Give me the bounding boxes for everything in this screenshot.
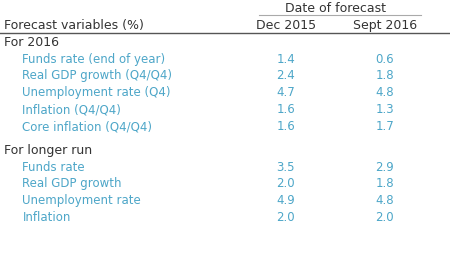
Text: 1.8: 1.8 bbox=[375, 69, 394, 82]
Text: 1.4: 1.4 bbox=[276, 53, 295, 66]
Text: 1.6: 1.6 bbox=[276, 103, 295, 116]
Text: 4.7: 4.7 bbox=[276, 86, 295, 99]
Text: Sept 2016: Sept 2016 bbox=[353, 19, 417, 32]
Text: Inflation (Q4/Q4): Inflation (Q4/Q4) bbox=[22, 103, 122, 116]
Text: 2.4: 2.4 bbox=[276, 69, 295, 82]
Text: Dec 2015: Dec 2015 bbox=[256, 19, 316, 32]
Text: Funds rate (end of year): Funds rate (end of year) bbox=[22, 53, 166, 66]
Text: Date of forecast: Date of forecast bbox=[285, 2, 386, 15]
Text: Real GDP growth (Q4/Q4): Real GDP growth (Q4/Q4) bbox=[22, 69, 172, 82]
Text: 1.6: 1.6 bbox=[276, 120, 295, 133]
Text: Unemployment rate (Q4): Unemployment rate (Q4) bbox=[22, 86, 171, 99]
Text: 2.0: 2.0 bbox=[375, 211, 394, 224]
Text: Unemployment rate: Unemployment rate bbox=[22, 194, 141, 207]
Text: For longer run: For longer run bbox=[4, 144, 93, 157]
Text: 1.8: 1.8 bbox=[375, 177, 394, 190]
Text: Funds rate: Funds rate bbox=[22, 161, 85, 174]
Text: 2.0: 2.0 bbox=[276, 177, 295, 190]
Text: Real GDP growth: Real GDP growth bbox=[22, 177, 122, 190]
Text: Core inflation (Q4/Q4): Core inflation (Q4/Q4) bbox=[22, 120, 153, 133]
Text: 3.5: 3.5 bbox=[276, 161, 295, 174]
Text: 0.6: 0.6 bbox=[375, 53, 394, 66]
Text: Inflation: Inflation bbox=[22, 211, 71, 224]
Text: 2.9: 2.9 bbox=[375, 161, 394, 174]
Text: Forecast variables (%): Forecast variables (%) bbox=[4, 19, 144, 32]
Text: 1.3: 1.3 bbox=[375, 103, 394, 116]
Text: 1.7: 1.7 bbox=[375, 120, 394, 133]
Text: 2.0: 2.0 bbox=[276, 211, 295, 224]
Text: 4.8: 4.8 bbox=[375, 86, 394, 99]
Text: 4.9: 4.9 bbox=[276, 194, 295, 207]
Text: 4.8: 4.8 bbox=[375, 194, 394, 207]
Text: For 2016: For 2016 bbox=[4, 36, 59, 49]
